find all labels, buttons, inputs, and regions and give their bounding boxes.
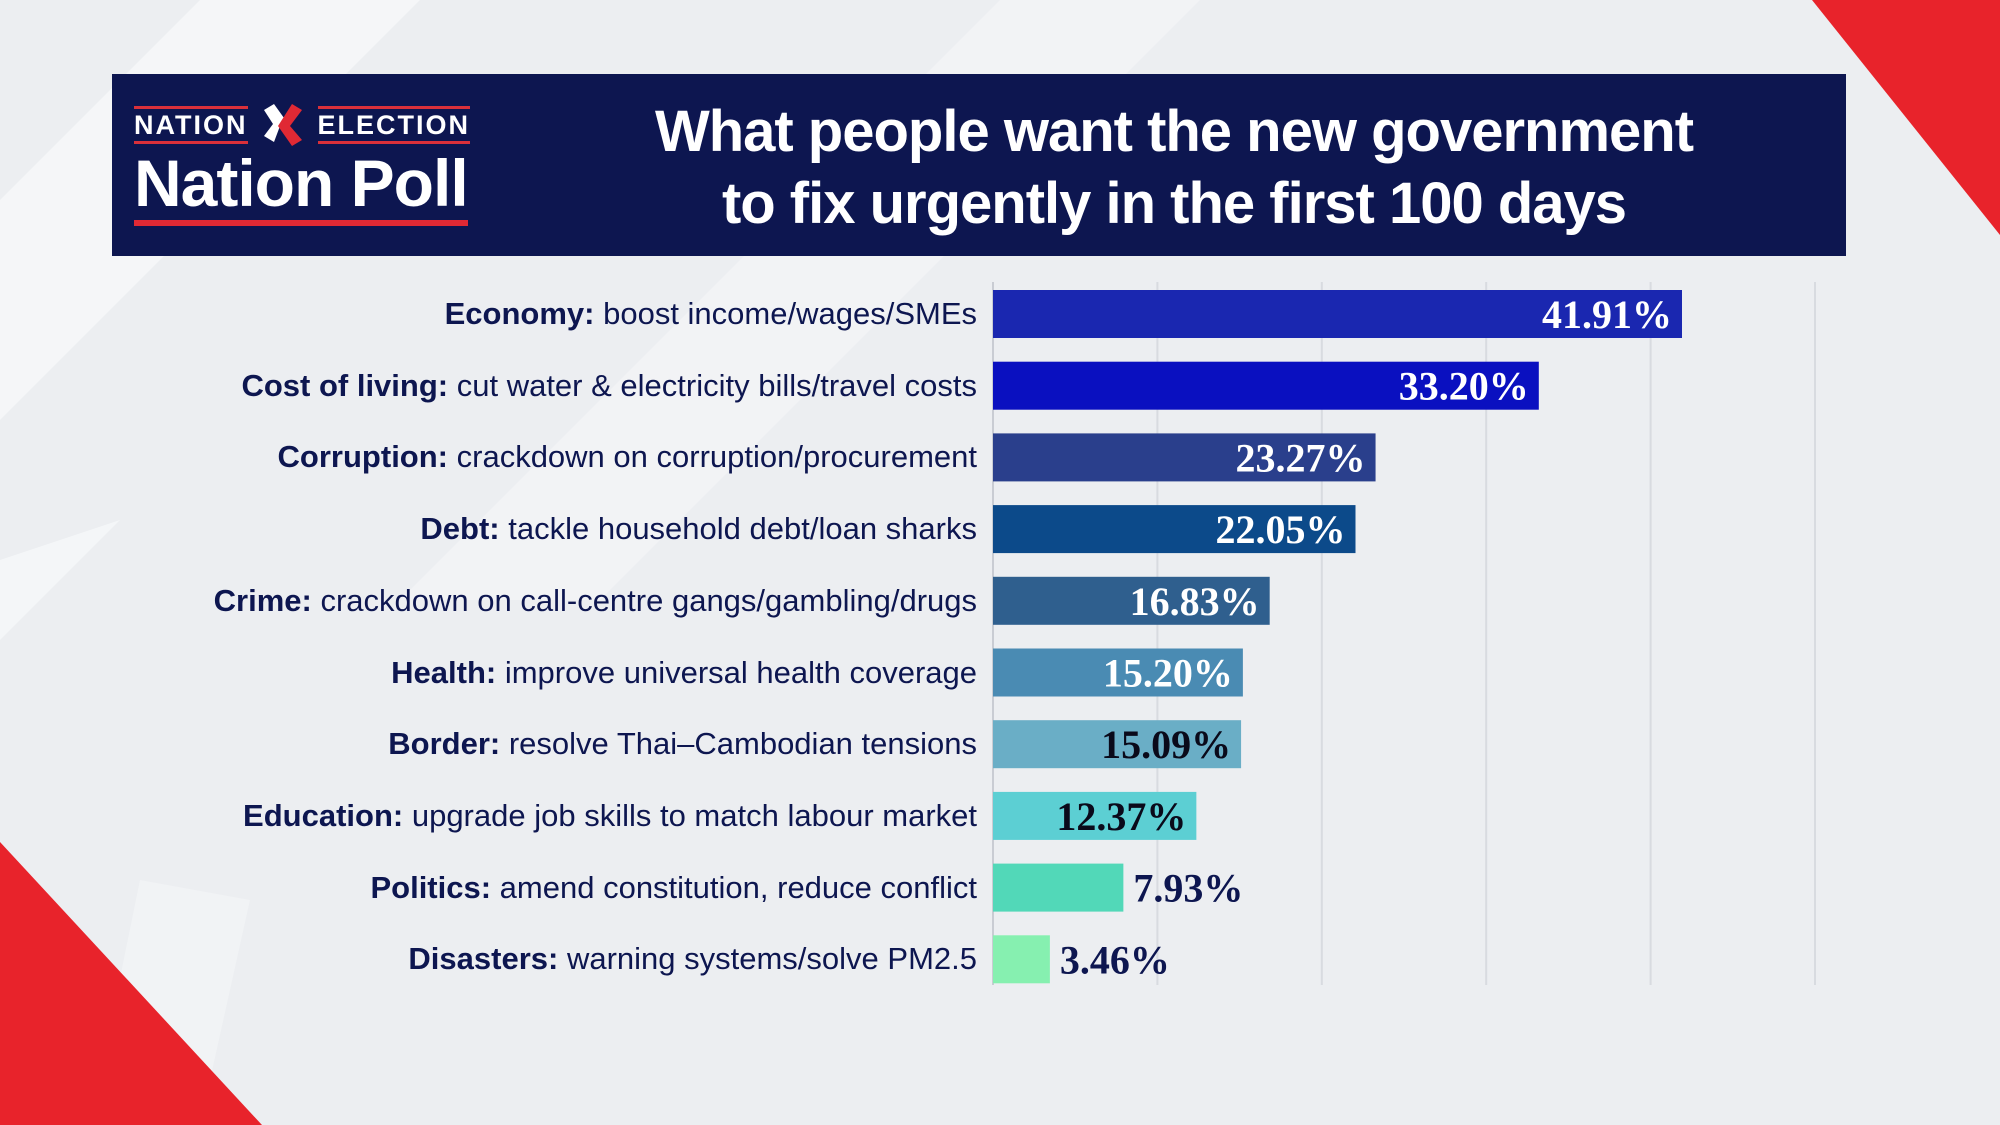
value-label: 15.09%	[1101, 722, 1231, 767]
category-label: Crime: crackdown on call-centre gangs/ga…	[214, 577, 977, 625]
logo-election: ELECTION	[317, 106, 471, 144]
category-detail: crackdown on call-centre gangs/gambling/…	[311, 582, 977, 618]
value-label: 15.20%	[1103, 651, 1233, 696]
category-topic: Debt:	[420, 511, 500, 547]
bar	[993, 720, 1242, 769]
category-detail: improve universal health coverage	[496, 654, 977, 690]
category-detail: amend constitution, reduce conflict	[491, 869, 977, 905]
value-label: 7.93%	[1133, 866, 1243, 911]
category-label: Cost of living: cut water & electricity …	[241, 362, 977, 410]
value-label: 41.91%	[1542, 292, 1672, 337]
category-topic: Economy:	[444, 296, 595, 331]
category-label: Economy: boost income/wages/SMEs	[445, 290, 977, 338]
red-corner-bottom-left	[0, 842, 262, 1125]
value-label: 22.05%	[1216, 507, 1346, 552]
category-topic: Corruption:	[277, 439, 449, 475]
title-line-2: to fix urgently in the first 100 days	[721, 171, 1627, 236]
bar	[993, 863, 1124, 912]
chart-title: What people want the new government to f…	[522, 96, 1826, 240]
bar	[993, 361, 1539, 410]
category-topic: Politics:	[370, 869, 492, 905]
value-label: 23.27%	[1236, 435, 1366, 480]
category-label: Debt: tackle household debt/loan sharks	[420, 505, 977, 553]
value-label: 12.37%	[1056, 794, 1186, 839]
category-detail: cut water & electricity bills/travel cos…	[448, 367, 977, 403]
category-topic: Health:	[391, 654, 497, 690]
bar	[993, 433, 1376, 482]
category-detail: warning systems/solve PM2.5	[558, 941, 977, 977]
category-label: Disasters: warning systems/solve PM2.5	[408, 935, 977, 983]
bar	[993, 290, 1683, 338]
category-label: Corruption: crackdown on corruption/proc…	[278, 433, 977, 481]
bar	[993, 935, 1050, 984]
category-detail: tackle household debt/loan sharks	[499, 511, 977, 547]
red-corner-top-right	[1812, 0, 2000, 235]
category-topic: Border:	[388, 726, 501, 762]
category-detail: crackdown on corruption/procurement	[448, 439, 977, 475]
bar	[993, 648, 1243, 697]
bar	[993, 505, 1356, 554]
logo-nation: NATION	[134, 106, 248, 144]
nation-poll-logo: NATION ELECTION Nation Poll	[134, 102, 494, 226]
value-label: 33.20%	[1399, 364, 1529, 409]
title-line-1: What people want the new government	[654, 99, 1694, 164]
category-label: Border: resolve Thai–Cambodian tensions	[388, 720, 977, 768]
bar	[993, 791, 1197, 840]
value-label: 3.46%	[1060, 937, 1170, 982]
header-banner: NATION ELECTION Nation Poll What people …	[112, 74, 1846, 256]
category-topic: Crime:	[213, 582, 312, 618]
category-label: Education: upgrade job skills to match l…	[243, 792, 977, 840]
category-label: Politics: amend constitution, reduce con…	[370, 864, 977, 912]
category-detail: boost income/wages/SMEs	[594, 296, 977, 331]
value-label: 16.83%	[1130, 579, 1260, 624]
bar	[993, 576, 1270, 625]
category-label: Health: improve universal health coverag…	[391, 649, 977, 697]
logo-nation-poll: Nation Poll	[134, 148, 469, 226]
x-mark-icon	[263, 104, 302, 146]
category-detail: upgrade job skills to match labour marke…	[403, 797, 977, 833]
category-topic: Cost of living:	[241, 367, 449, 403]
category-topic: Education:	[243, 797, 404, 833]
category-topic: Disasters:	[408, 941, 559, 977]
category-detail: resolve Thai–Cambodian tensions	[500, 726, 977, 762]
